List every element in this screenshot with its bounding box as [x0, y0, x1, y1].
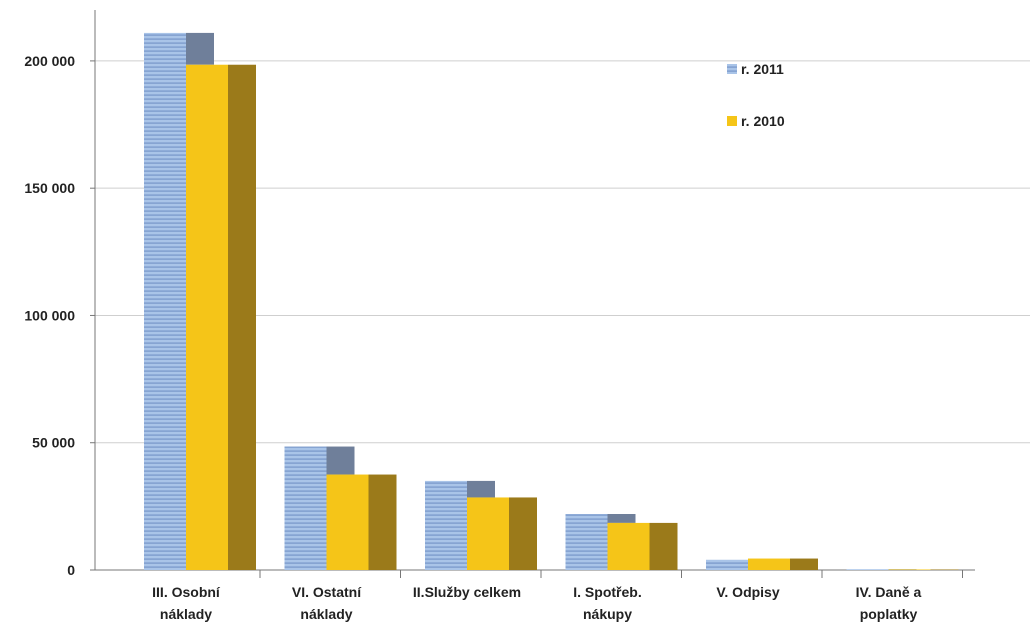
x-tick-label: náklady	[300, 606, 352, 622]
bar-2010	[326, 474, 369, 570]
bar-2011	[706, 559, 748, 570]
x-tick-label: V. Odpisy	[716, 584, 780, 600]
y-tick-label: 0	[67, 562, 75, 578]
bar-side-2010	[509, 497, 537, 570]
x-tick-label: nákupy	[583, 606, 632, 622]
bar-side-2011	[467, 480, 495, 498]
bar-2010	[888, 569, 931, 570]
bar-2011	[425, 480, 467, 570]
legend-swatch-2010	[727, 116, 737, 126]
legend: r. 2011 r. 2010	[727, 61, 785, 129]
x-tick-label: VI. Ostatní	[292, 584, 362, 600]
bar-side-2011	[326, 446, 355, 475]
bar-side-2010	[228, 64, 256, 571]
bar-2010	[607, 522, 650, 570]
bar-2011	[144, 32, 186, 570]
x-tick-label: IV. Daně a	[856, 584, 922, 600]
y-tick-label: 150 000	[24, 180, 75, 196]
legend-swatch-2011	[727, 64, 737, 74]
bar-side-2011	[607, 514, 636, 523]
bar-2011	[565, 514, 608, 570]
bar-2011	[284, 446, 327, 570]
legend-label: r. 2011	[741, 61, 784, 77]
x-tick-label: náklady	[160, 606, 212, 622]
bar-2010	[748, 558, 790, 570]
legend-label: r. 2010	[741, 113, 785, 129]
x-tick-label: poplatky	[860, 606, 918, 622]
bar-2011	[846, 569, 889, 570]
y-tick-label: 200 000	[24, 53, 75, 69]
x-tick-label: III. Osobní	[152, 584, 221, 600]
bar-side-2010	[790, 558, 818, 570]
bar-side-2010	[930, 569, 959, 570]
y-tick-label: 100 000	[24, 307, 75, 323]
x-tick-label: II.Služby celkem	[413, 584, 521, 600]
bar-2010	[467, 497, 509, 570]
bars	[144, 32, 959, 571]
x-tick-label: I. Spotřeb.	[573, 584, 641, 600]
labels: 0 50 000 100 000 150 000 200 000 III. Osobní n…	[24, 53, 921, 622]
y-tick-label: 50 000	[32, 435, 75, 451]
bar-side-2010	[368, 474, 397, 570]
bar-side-2010	[649, 522, 678, 570]
bar-side-2011	[186, 32, 214, 65]
bar-2010	[186, 64, 228, 571]
